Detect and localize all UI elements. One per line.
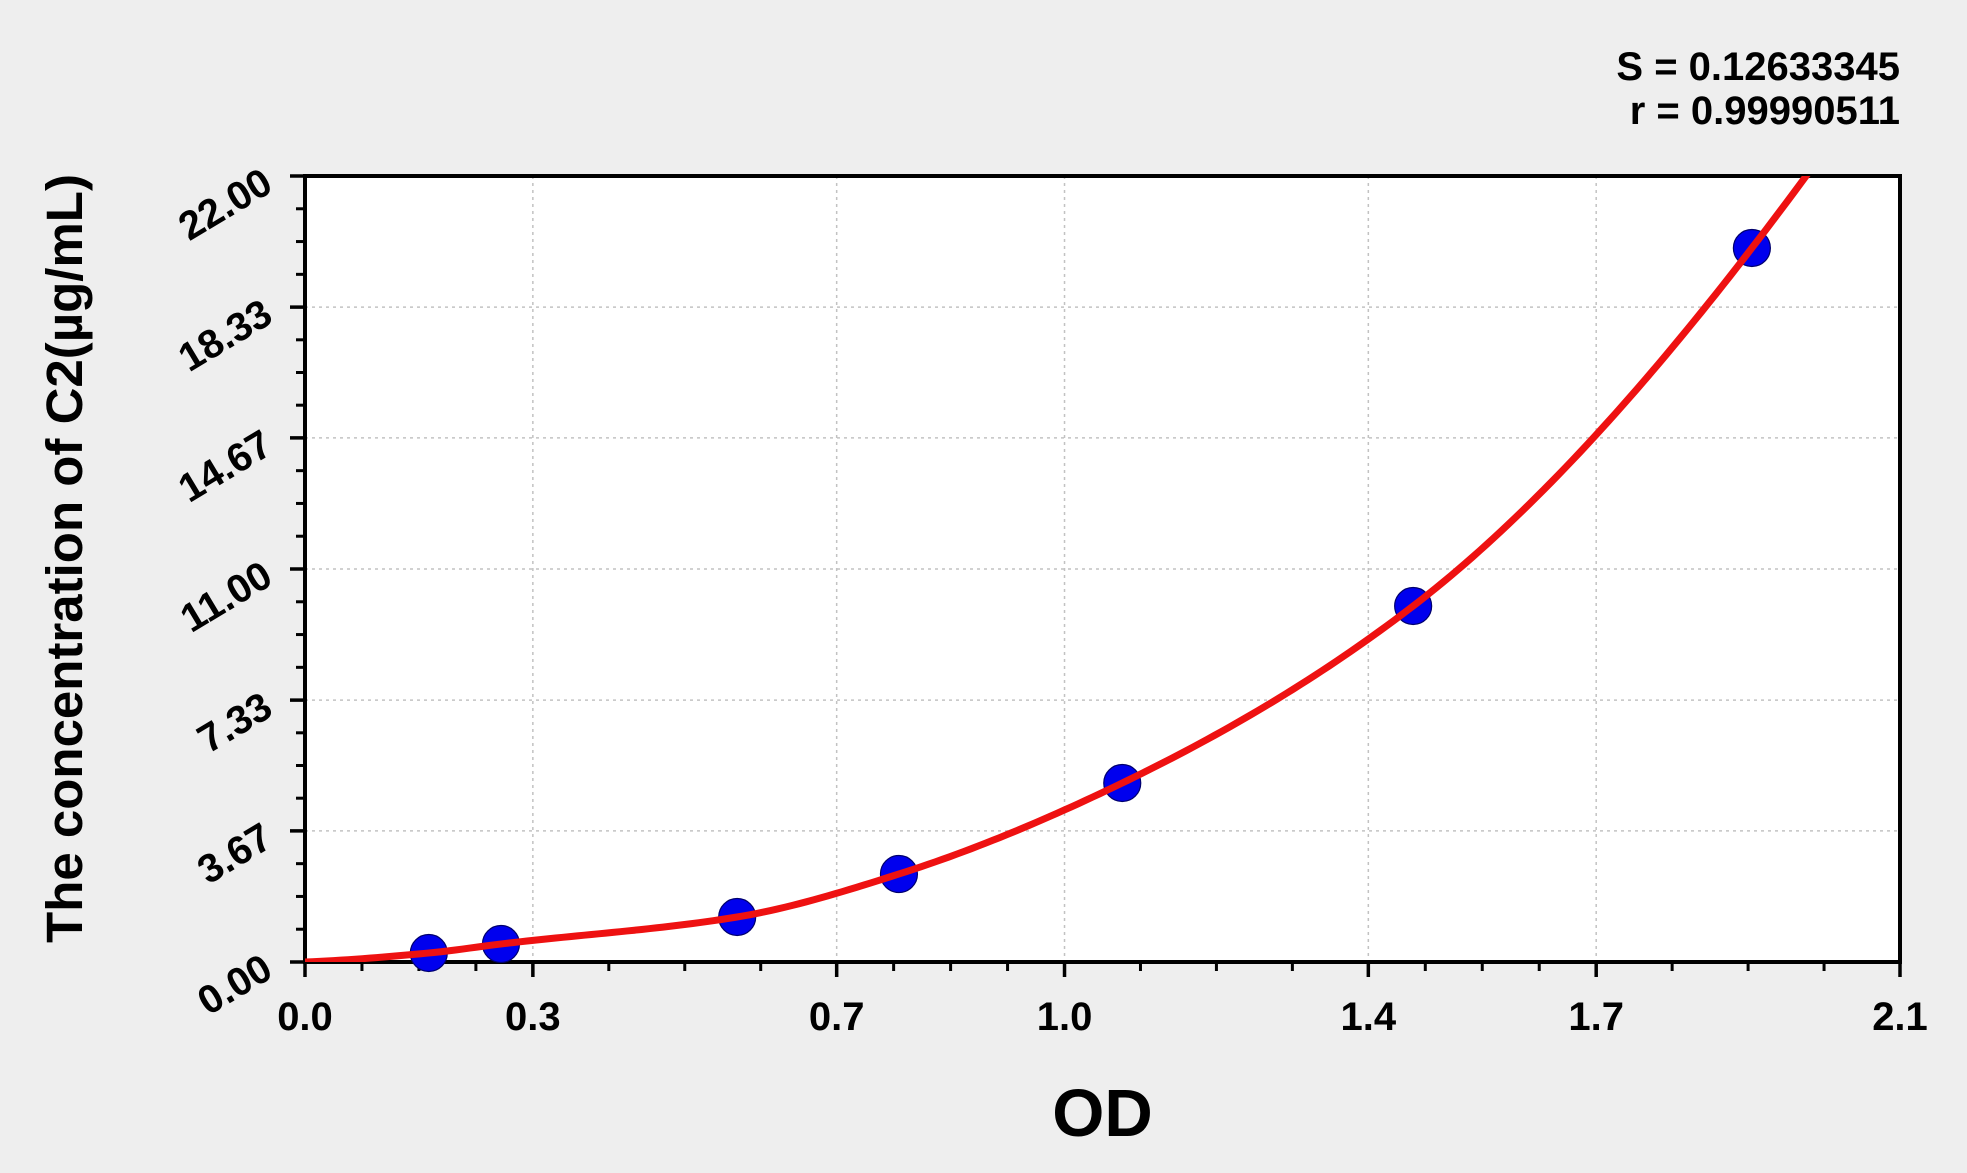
svg-text:1.0: 1.0 xyxy=(1037,995,1093,1039)
svg-text:The concentration of C2(µg/mL): The concentration of C2(µg/mL) xyxy=(36,174,93,943)
svg-text:OD: OD xyxy=(1052,1076,1153,1151)
svg-text:r = 0.99990511: r = 0.99990511 xyxy=(1630,89,1900,133)
svg-text:0.7: 0.7 xyxy=(809,995,865,1039)
svg-text:1.7: 1.7 xyxy=(1568,995,1624,1039)
svg-text:0.3: 0.3 xyxy=(505,995,561,1039)
svg-text:1.4: 1.4 xyxy=(1341,995,1397,1039)
svg-text:S = 0.12633345: S = 0.12633345 xyxy=(1616,45,1900,89)
svg-text:2.1: 2.1 xyxy=(1872,995,1928,1039)
svg-text:0.0: 0.0 xyxy=(277,995,333,1039)
